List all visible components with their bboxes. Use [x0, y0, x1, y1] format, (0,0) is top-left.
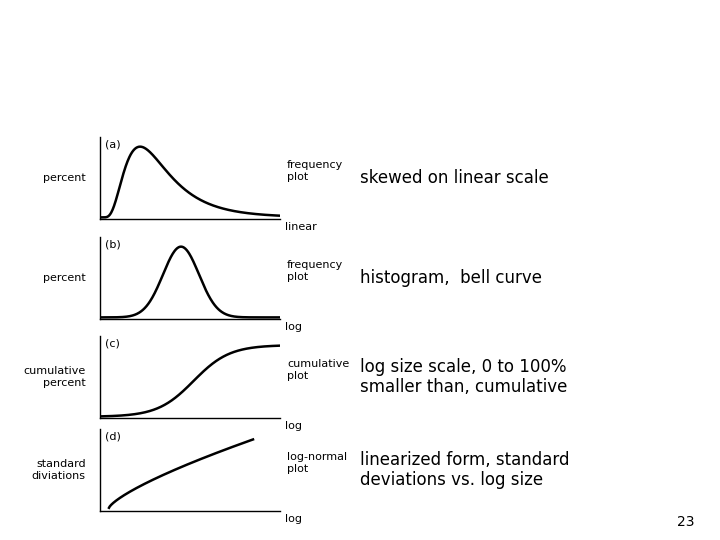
Text: log: log: [285, 322, 302, 332]
Text: (a): (a): [105, 139, 121, 150]
Text: log: log: [285, 421, 302, 431]
Text: percent: percent: [43, 173, 86, 183]
Text: log size scale, 0 to 100%
smaller than, cumulative: log size scale, 0 to 100% smaller than, …: [360, 357, 567, 396]
Text: Distribution Display Options: Distribution Display Options: [18, 80, 417, 105]
Text: (b): (b): [105, 239, 121, 249]
Text: cumulative
plot: cumulative plot: [287, 359, 349, 381]
Text: skewed on linear scale: skewed on linear scale: [360, 169, 549, 187]
Text: histogram,  bell curve: histogram, bell curve: [360, 269, 542, 287]
Text: linearized form, standard
deviations vs. log size: linearized form, standard deviations vs.…: [360, 450, 570, 489]
Text: percent: percent: [43, 273, 86, 283]
Text: frequency
plot: frequency plot: [287, 260, 343, 281]
Text: log-normal
plot: log-normal plot: [287, 452, 347, 474]
Text: 23: 23: [678, 515, 695, 529]
Text: standard
diviations: standard diviations: [32, 459, 86, 481]
Text: cumulative
percent: cumulative percent: [23, 366, 86, 388]
Text: linear: linear: [285, 222, 317, 232]
Text: log: log: [285, 514, 302, 524]
Text: (d): (d): [105, 431, 121, 442]
Text: (c): (c): [105, 339, 120, 348]
Text: frequency
plot: frequency plot: [287, 160, 343, 181]
